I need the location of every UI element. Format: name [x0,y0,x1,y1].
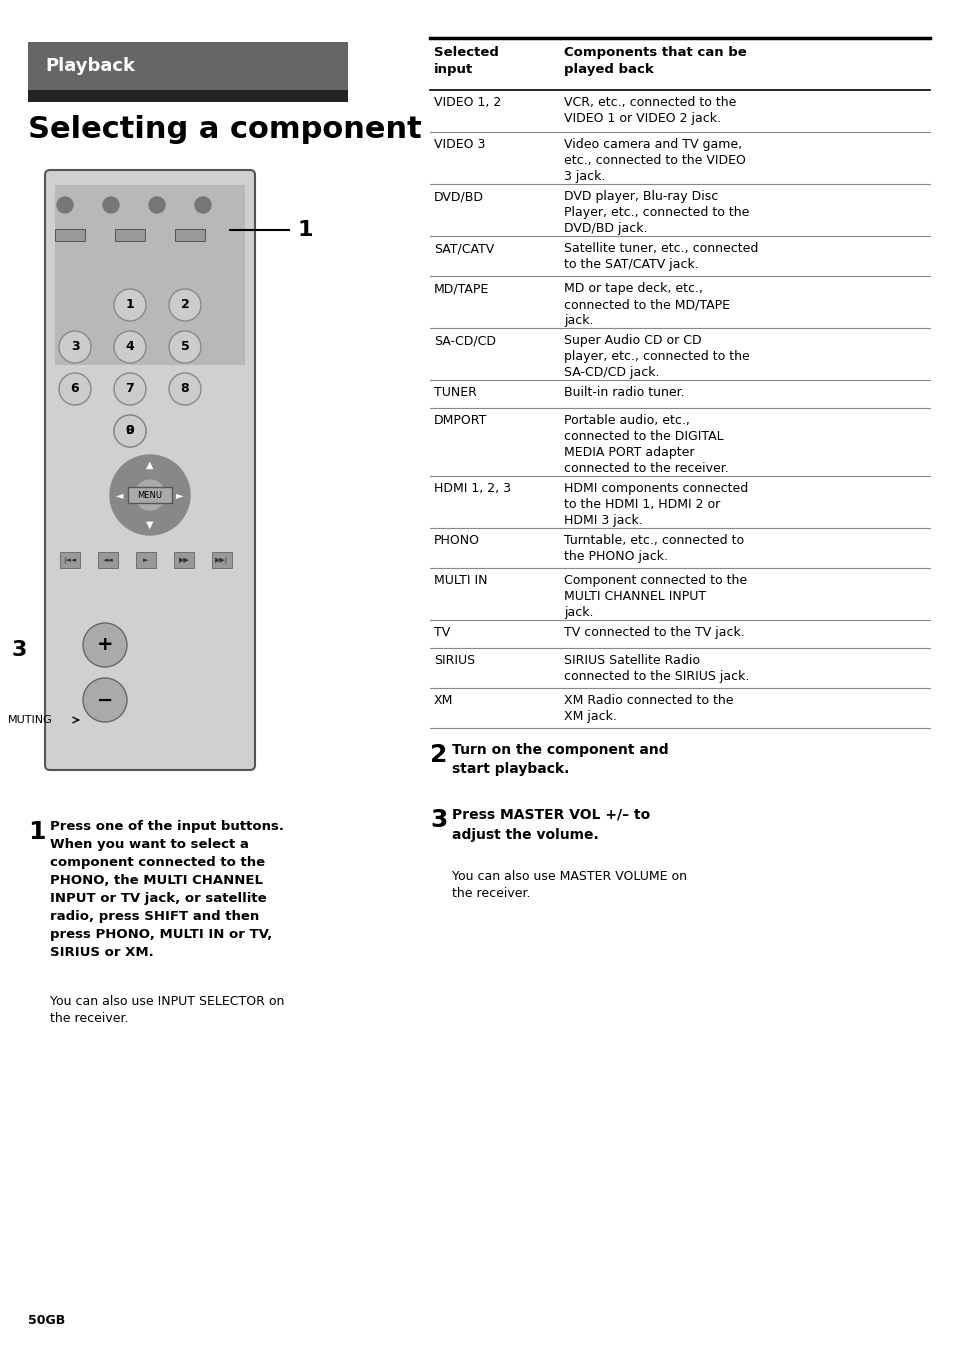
Circle shape [113,289,146,320]
Text: Video camera and TV game,
etc., connected to the VIDEO
3 jack.: Video camera and TV game, etc., connecte… [563,138,745,183]
Text: MENU: MENU [137,491,162,499]
Text: 50GB: 50GB [28,1314,65,1328]
Text: 2: 2 [430,744,447,767]
Circle shape [59,331,91,362]
Circle shape [110,456,190,535]
Text: 1: 1 [126,299,134,311]
Text: ►: ► [143,557,149,562]
Text: 1: 1 [297,220,314,241]
Text: ▶▶: ▶▶ [178,557,190,562]
Circle shape [83,677,127,722]
Bar [60,552,80,568]
Text: HDMI components connected
to the HDMI 1, HDMI 2 or
HDMI 3 jack.: HDMI components connected to the HDMI 1,… [563,483,747,527]
Text: TV: TV [434,626,450,639]
Text: Built-in radio tuner.: Built-in radio tuner. [563,387,684,399]
Text: Super Audio CD or CD
player, etc., connected to the
SA-CD/CD jack.: Super Audio CD or CD player, etc., conne… [563,334,749,379]
Text: Press one of the input buttons.
When you want to select a
component connected to: Press one of the input buttons. When you… [50,821,284,959]
Text: SIRIUS Satellite Radio
connected to the SIRIUS jack.: SIRIUS Satellite Radio connected to the … [563,654,749,683]
Bar [128,487,172,503]
Circle shape [103,197,119,214]
Bar [28,42,348,91]
Text: Component connected to the
MULTI CHANNEL INPUT
jack.: Component connected to the MULTI CHANNEL… [563,575,746,619]
Text: MD or tape deck, etc.,
connected to the MD/TAPE
jack.: MD or tape deck, etc., connected to the … [563,283,729,327]
Circle shape [194,197,211,214]
Text: 8: 8 [180,383,189,396]
Text: ►: ► [176,489,184,500]
Text: MULTI IN: MULTI IN [434,575,487,587]
Text: Satellite tuner, etc., connected
to the SAT/CATV jack.: Satellite tuner, etc., connected to the … [563,242,758,270]
Circle shape [113,331,146,362]
Circle shape [149,197,165,214]
Text: Press MASTER VOL +/– to
adjust the volume.: Press MASTER VOL +/– to adjust the volum… [452,808,650,841]
Text: 9: 9 [126,425,134,438]
Text: Turntable, etc., connected to
the PHONO jack.: Turntable, etc., connected to the PHONO … [563,534,743,562]
Text: XM: XM [434,694,453,707]
Bar [98,552,118,568]
Text: TV connected to the TV jack.: TV connected to the TV jack. [563,626,744,639]
Text: 5: 5 [180,341,190,353]
Text: 0: 0 [126,425,134,438]
Text: XM Radio connected to the
XM jack.: XM Radio connected to the XM jack. [563,694,733,723]
Circle shape [169,331,201,362]
Text: Selected
input: Selected input [434,46,498,76]
Text: 3: 3 [430,808,447,831]
Circle shape [169,373,201,406]
Text: ▶▶|: ▶▶| [215,557,229,564]
Text: 2: 2 [180,299,190,311]
Text: SAT/CATV: SAT/CATV [434,242,494,256]
Text: DVD/BD: DVD/BD [434,191,483,203]
Text: ▼: ▼ [146,521,153,530]
Text: HDMI 1, 2, 3: HDMI 1, 2, 3 [434,483,511,495]
Text: You can also use MASTER VOLUME on
the receiver.: You can also use MASTER VOLUME on the re… [452,869,686,900]
Text: TUNER: TUNER [434,387,476,399]
Bar [28,91,348,101]
Circle shape [135,480,165,510]
Text: SA-CD/CD: SA-CD/CD [434,334,496,347]
Text: ▲: ▲ [146,460,153,470]
Bar [115,228,145,241]
Circle shape [113,373,146,406]
Text: Components that can be
played back: Components that can be played back [563,46,746,76]
Text: ◄◄: ◄◄ [103,557,113,562]
Text: −: − [96,691,113,710]
Text: |◄◄: |◄◄ [63,557,76,564]
Text: 6: 6 [71,383,79,396]
Circle shape [57,197,73,214]
Bar [173,552,193,568]
Text: VIDEO 1, 2: VIDEO 1, 2 [434,96,500,110]
Circle shape [113,415,146,448]
Text: MD/TAPE: MD/TAPE [434,283,489,295]
Text: +: + [96,635,113,654]
Text: PHONO: PHONO [434,534,479,548]
Text: Playback: Playback [45,57,135,74]
Bar [136,552,156,568]
Text: 1: 1 [28,821,46,844]
Text: 7: 7 [126,383,134,396]
Text: 3: 3 [12,639,28,660]
Bar [174,228,205,241]
Circle shape [83,623,127,667]
Circle shape [169,289,201,320]
Bar [55,228,85,241]
Text: 4: 4 [126,341,134,353]
Text: MUTING: MUTING [8,715,52,725]
Circle shape [113,415,146,448]
Text: Selecting a component: Selecting a component [28,115,421,145]
Text: ◄: ◄ [116,489,124,500]
FancyBboxPatch shape [45,170,254,771]
Text: Portable audio, etc.,
connected to the DIGITAL
MEDIA PORT adapter
connected to t: Portable audio, etc., connected to the D… [563,414,728,475]
Bar [55,185,245,365]
Text: 3: 3 [71,341,79,353]
Text: VIDEO 3: VIDEO 3 [434,138,485,151]
Bar [212,552,232,568]
Text: VCR, etc., connected to the
VIDEO 1 or VIDEO 2 jack.: VCR, etc., connected to the VIDEO 1 or V… [563,96,736,124]
Text: Turn on the component and
start playback.: Turn on the component and start playback… [452,744,668,776]
Text: DMPORT: DMPORT [434,414,487,427]
Text: SIRIUS: SIRIUS [434,654,475,667]
Text: DVD player, Blu-ray Disc
Player, etc., connected to the
DVD/BD jack.: DVD player, Blu-ray Disc Player, etc., c… [563,191,749,235]
Text: You can also use INPUT SELECTOR on
the receiver.: You can also use INPUT SELECTOR on the r… [50,995,284,1025]
Circle shape [59,373,91,406]
